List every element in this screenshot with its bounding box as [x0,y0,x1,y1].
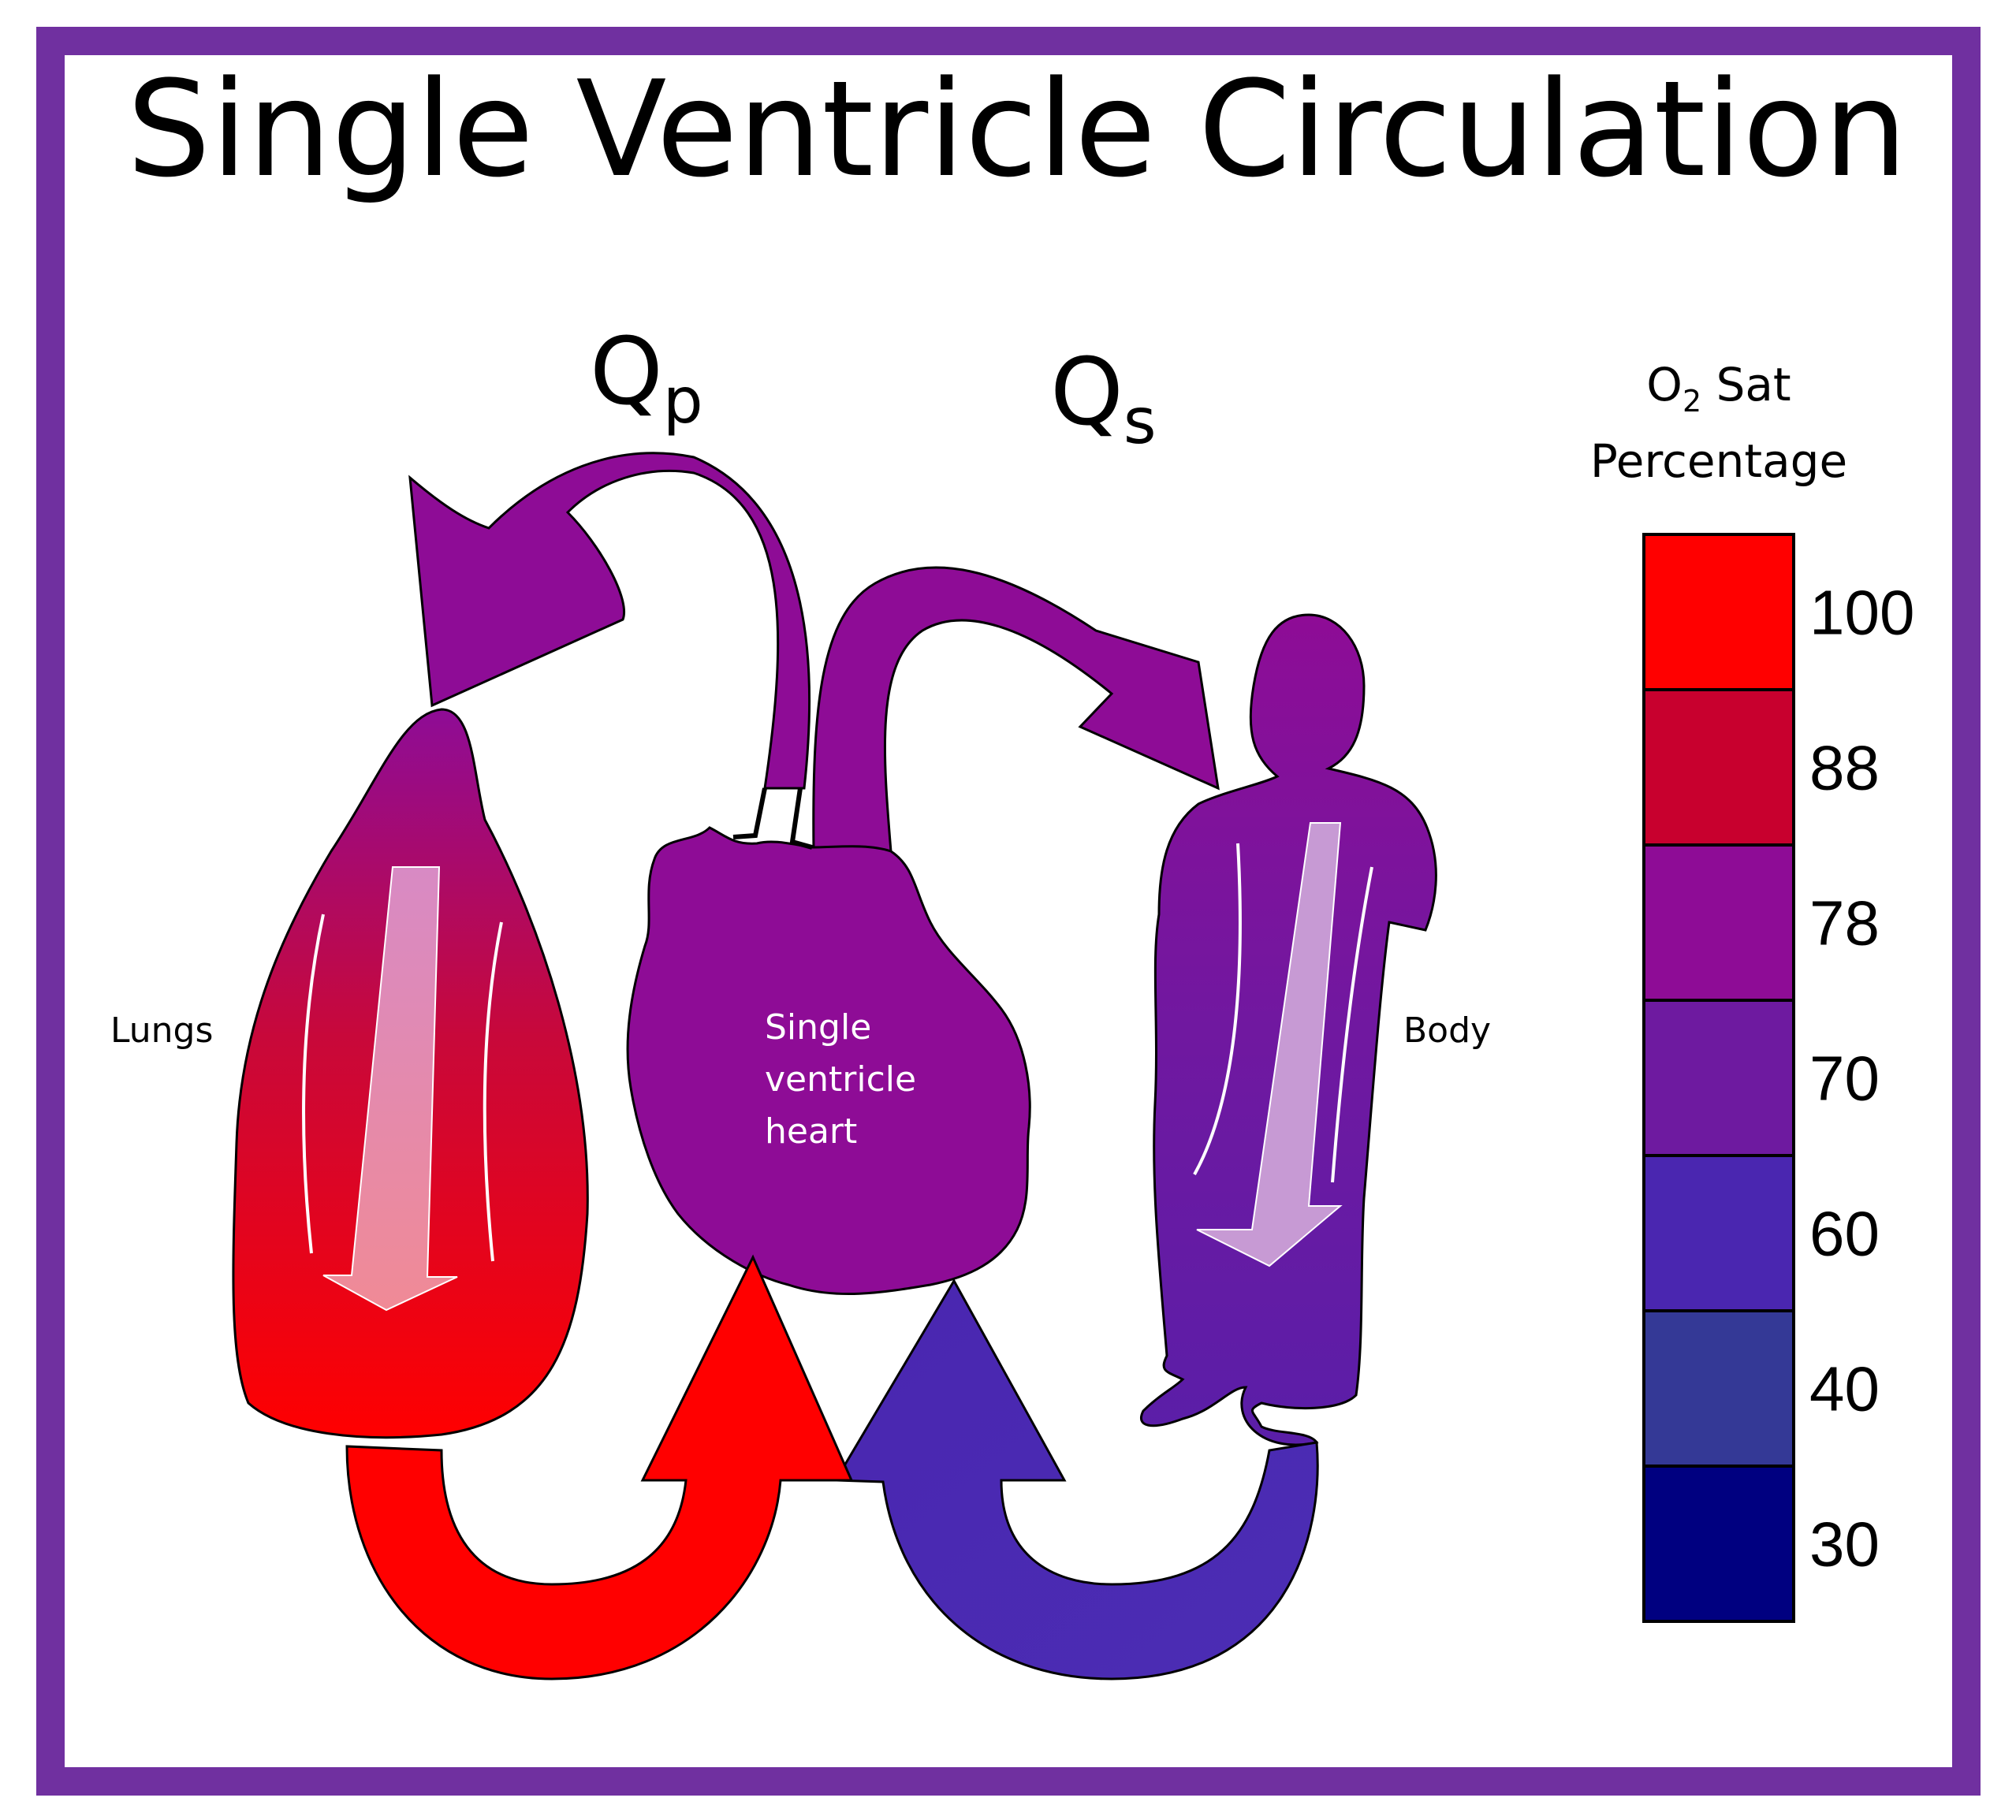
qp-label: Qp [590,317,703,437]
o2-sat-legend: O2 Sat Percentage 100 88 78 70 60 40 30 [1590,358,1914,1623]
legend-swatch-30 [1642,1465,1795,1623]
legend-ticks: 100 88 78 70 60 40 30 [1809,578,1914,1580]
valve-mark-right [789,787,813,850]
legend-swatch-60 [1642,1154,1795,1312]
qp-subscript: p [663,364,703,437]
lungs-flow-arrow [322,866,458,1312]
pulmonary-outflow-arrow [408,452,811,790]
legend-title-line2: Percentage [1590,434,1847,488]
body-flow-line-right [1331,866,1373,1183]
valve-mark-left [732,787,767,839]
legend-tick-30: 30 [1809,1509,1880,1580]
legend-swatches [1642,533,1795,1623]
legend-title: O2 Sat [1646,358,1791,419]
legend-swatch-40 [1642,1309,1795,1468]
legend-swatch-88 [1642,688,1795,847]
legend-swatch-78 [1642,843,1795,1002]
legend-tick-70: 70 [1809,1044,1880,1114]
pulmonary-return-arrow [345,1254,854,1680]
systemic-outflow-arrow [812,566,1220,853]
heart-label: Single ventricle heart [765,1007,927,1152]
systemic-return-arrow [833,1278,1319,1680]
lungs-label: Lungs [110,1010,213,1051]
legend-tick-78: 78 [1809,888,1880,958]
body-flow-line-left [1193,843,1242,1175]
qs-subscript: s [1124,385,1157,458]
legend-tick-100: 100 [1809,578,1914,648]
heart-shape [626,826,1031,1296]
qs-label: Qs [1050,337,1157,458]
page-title: Single Ventricle Circulation [127,52,1908,207]
lungs-flow-line-right [483,921,503,1262]
legend-swatch-100 [1642,533,1795,691]
legend-tick-88: 88 [1809,733,1880,803]
legend-swatch-70 [1642,999,1795,1157]
lungs-flow-line-left [302,914,325,1254]
legend-tick-40: 40 [1809,1354,1880,1424]
body-label: Body [1403,1010,1491,1051]
body-flow-arrow [1196,822,1343,1267]
legend-tick-60: 60 [1809,1199,1880,1269]
